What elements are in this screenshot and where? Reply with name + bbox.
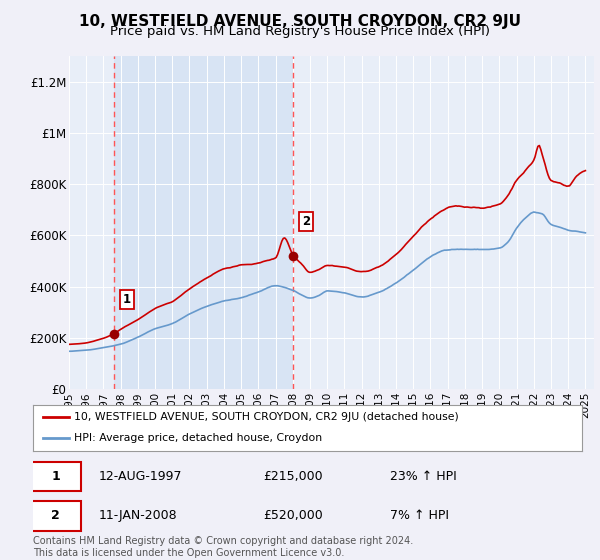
Text: 10, WESTFIELD AVENUE, SOUTH CROYDON, CR2 9JU: 10, WESTFIELD AVENUE, SOUTH CROYDON, CR2… <box>79 14 521 29</box>
Text: 2: 2 <box>302 215 310 228</box>
Text: Price paid vs. HM Land Registry's House Price Index (HPI): Price paid vs. HM Land Registry's House … <box>110 25 490 38</box>
Text: 7% ↑ HPI: 7% ↑ HPI <box>390 509 449 522</box>
Text: Contains HM Land Registry data © Crown copyright and database right 2024.
This d: Contains HM Land Registry data © Crown c… <box>33 536 413 558</box>
Text: £215,000: £215,000 <box>263 470 323 483</box>
FancyBboxPatch shape <box>30 461 81 492</box>
Text: HPI: Average price, detached house, Croydon: HPI: Average price, detached house, Croy… <box>74 433 322 444</box>
Text: 1: 1 <box>51 470 60 483</box>
Text: 23% ↑ HPI: 23% ↑ HPI <box>390 470 457 483</box>
FancyBboxPatch shape <box>30 501 81 531</box>
Text: £520,000: £520,000 <box>263 509 323 522</box>
Text: 12-AUG-1997: 12-AUG-1997 <box>99 470 182 483</box>
Bar <box>114 56 293 389</box>
Text: 10, WESTFIELD AVENUE, SOUTH CROYDON, CR2 9JU (detached house): 10, WESTFIELD AVENUE, SOUTH CROYDON, CR2… <box>74 412 459 422</box>
Text: 2: 2 <box>51 509 60 522</box>
Text: 11-JAN-2008: 11-JAN-2008 <box>99 509 178 522</box>
Text: 1: 1 <box>123 293 131 306</box>
